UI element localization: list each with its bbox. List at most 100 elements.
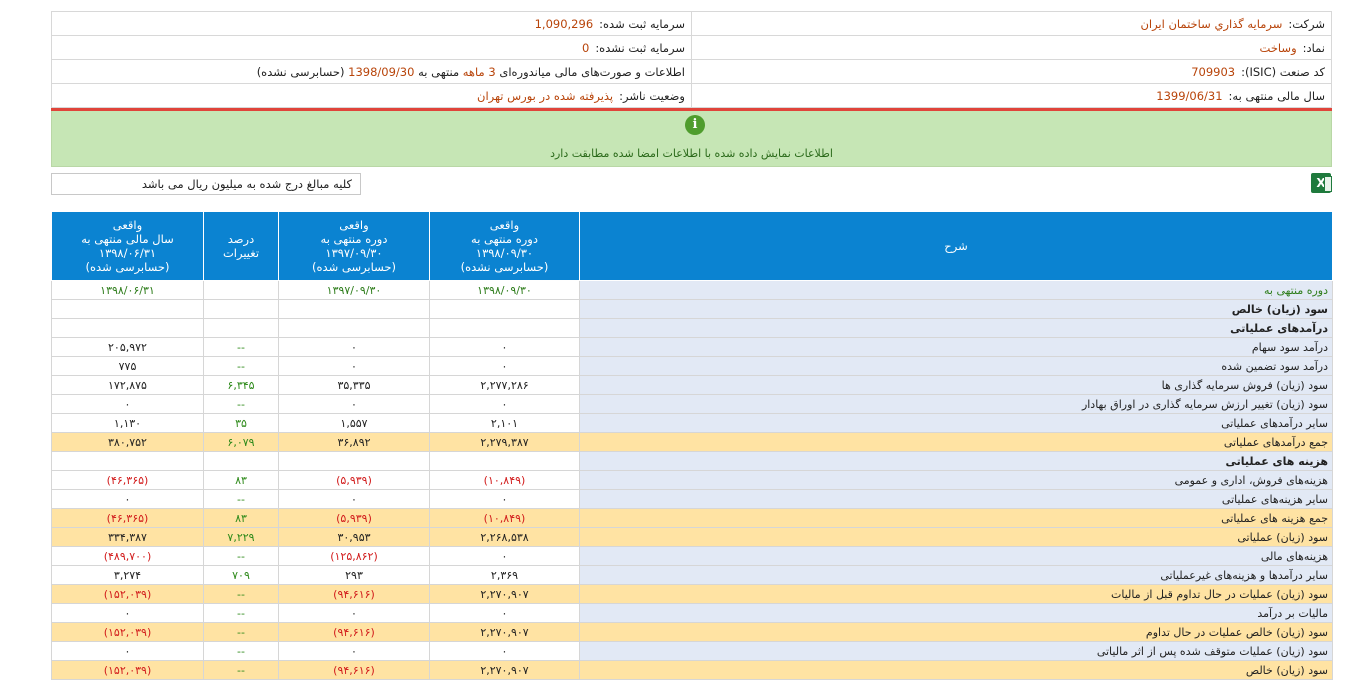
row-value-fiscal-year: ۱,۱۳۰ bbox=[51, 413, 204, 433]
company-name: سرمايه گذاري ساختمان ايران bbox=[1140, 16, 1283, 31]
row-change-percent: -- bbox=[203, 489, 279, 509]
row-description: درآمد سود سهام bbox=[579, 337, 1333, 357]
table-row: جمع هزینه های عملیاتی (۱۰,۸۴۹) (۵,۹۳۹) ۸۳ (۴… bbox=[51, 508, 1333, 528]
row-value-current bbox=[429, 451, 580, 471]
row-change-percent bbox=[203, 318, 279, 338]
registered-capital-label: سرمایه ثبت شده: bbox=[599, 16, 685, 31]
report-description: اطلاعات و صورت‌های مالی میاندوره‌ای 3 ما… bbox=[51, 59, 692, 84]
table-row: سود (زيان) خالص ۲,۲۷۰,۹۰۷ (۹۴,۶۱۶) -- (۱۵۲,۰… bbox=[51, 660, 1333, 680]
row-change-percent: -- bbox=[203, 546, 279, 566]
table-row: جمع درآمدهای عملیاتی ۲,۲۷۹,۳۸۷ ۳۶,۸۹۲ ۶,۰۷۹… bbox=[51, 432, 1333, 452]
symbol-value[interactable]: وساخت bbox=[1259, 40, 1297, 55]
row-value-fiscal-year bbox=[51, 318, 204, 338]
income-statement-table: شرح واقعی دوره منتهی به ۱۳۹۸/۰۹/۳۰ (حسابرسی… bbox=[51, 211, 1333, 680]
row-value-prior bbox=[278, 451, 430, 471]
excel-export-icon[interactable]: X bbox=[1311, 173, 1332, 193]
row-description: سود (زيان) عمليات متوقف شده پس از اثر ما… bbox=[579, 641, 1333, 661]
row-value-current: ۰ bbox=[429, 394, 580, 414]
table-row: ماليات بر درآمد ۰ ۰ -- ۰ bbox=[51, 603, 1333, 623]
row-value-fiscal-year: (۴۶,۳۶۵) bbox=[51, 470, 204, 490]
row-value-fiscal-year: ۰ bbox=[51, 489, 204, 509]
column-header-change-percent[interactable]: درصد تغییرات bbox=[203, 211, 279, 281]
row-description: جمع درآمدهای عملیاتی bbox=[579, 432, 1333, 452]
row-value-fiscal-year: (۱۵۲,۰۳۹) bbox=[51, 584, 204, 604]
row-value-fiscal-year: ۳,۲۷۴ bbox=[51, 565, 204, 585]
row-value-current: ۰ bbox=[429, 356, 580, 376]
row-change-percent: -- bbox=[203, 356, 279, 376]
row-value-prior: (۵,۹۳۹) bbox=[278, 470, 430, 490]
table-row: سود (زيان) عملیاتی ۲,۲۶۸,۵۳۸ ۳۰,۹۵۳ ۷,۲۲۹ ۳۳… bbox=[51, 527, 1333, 547]
registered-capital-value: 1,090,296 bbox=[534, 16, 594, 31]
row-value-prior: (۹۴,۶۱۶) bbox=[278, 622, 430, 642]
row-description: سایر درآمدهای عملیاتی bbox=[579, 413, 1333, 433]
row-value-prior: ۰ bbox=[278, 394, 430, 414]
row-value-fiscal-year: (۴۶,۳۶۵) bbox=[51, 508, 204, 528]
info-icon: i bbox=[685, 115, 705, 135]
row-value-prior bbox=[278, 318, 430, 338]
row-description: دوره منتهی به bbox=[579, 280, 1333, 300]
row-change-percent: -- bbox=[203, 394, 279, 414]
row-value-current: ۰ bbox=[429, 489, 580, 509]
row-value-prior: ۰ bbox=[278, 337, 430, 357]
row-change-percent: -- bbox=[203, 660, 279, 680]
row-value-fiscal-year bbox=[51, 299, 204, 319]
row-description: سود (زيان) خالص bbox=[579, 299, 1333, 319]
row-description: سایر درآمدها و هزینه‌های غیرعملیاتی bbox=[579, 565, 1333, 585]
row-value-fiscal-year bbox=[51, 451, 204, 471]
row-value-fiscal-year: ۲۰۵,۹۷۲ bbox=[51, 337, 204, 357]
row-value-current: ۲,۲۶۸,۵۳۸ bbox=[429, 527, 580, 547]
row-value-current: ۰ bbox=[429, 337, 580, 357]
row-value-prior: ۱۳۹۷/۰۹/۳۰ bbox=[278, 280, 430, 300]
row-description: سایر هزينه‌های عملیاتی bbox=[579, 489, 1333, 509]
row-value-fiscal-year: ۱۷۲,۸۷۵ bbox=[51, 375, 204, 395]
row-value-prior: ۰ bbox=[278, 603, 430, 623]
row-change-percent: ۷,۲۲۹ bbox=[203, 527, 279, 547]
report-mid: منتهی به bbox=[418, 64, 460, 79]
table-row: سایر درآمدهای عملیاتی ۲,۱۰۱ ۱,۵۵۷ ۳۵ ۱,۱۳۰ bbox=[51, 413, 1333, 433]
row-value-current bbox=[429, 299, 580, 319]
column-header-fiscal-year[interactable]: واقعی سال مالی منتهی به ۱۳۹۸/۰۶/۳۱ (حسابرسی… bbox=[51, 211, 204, 281]
row-description: درآمد سود تضمین شده bbox=[579, 356, 1333, 376]
row-value-current: ۰ bbox=[429, 641, 580, 661]
row-description: سود (زيان) عمليات در حال تداوم قبل از ما… bbox=[579, 584, 1333, 604]
row-description: هزینه‌های مالی bbox=[579, 546, 1333, 566]
table-row: سود (زيان) فروش سرمايه گذاری ها ۲,۲۷۷,۲۸۶… bbox=[51, 375, 1333, 395]
row-value-prior: ۳۵,۳۳۵ bbox=[278, 375, 430, 395]
row-value-current: ۰ bbox=[429, 546, 580, 566]
verification-notice: i اطلاعات نمایش داده شده با اطلاعات امضا… bbox=[51, 111, 1332, 167]
row-description: درآمدهای عملیاتی bbox=[579, 318, 1333, 338]
row-value-prior: ۳۰,۹۵۳ bbox=[278, 527, 430, 547]
row-change-percent: -- bbox=[203, 584, 279, 604]
row-value-prior: (۹۴,۶۱۶) bbox=[278, 660, 430, 680]
row-value-current bbox=[429, 318, 580, 338]
column-header-prior-period[interactable]: واقعی دوره منتهی به ۱۳۹۷/۰۹/۳۰ (حسابرسی شده… bbox=[278, 211, 430, 281]
table-row: سایر درآمدها و هزینه‌های غیرعملیاتی ۲,۳۶۹… bbox=[51, 565, 1333, 585]
table-row: درآمدهای عملیاتی bbox=[51, 318, 1333, 338]
row-value-current: ۲,۲۷۷,۲۸۶ bbox=[429, 375, 580, 395]
row-value-prior: ۱,۵۵۷ bbox=[278, 413, 430, 433]
row-value-current: ۲,۲۷۰,۹۰۷ bbox=[429, 584, 580, 604]
row-description: سود (زيان) خالص bbox=[579, 660, 1333, 680]
table-row: سود (زيان) عمليات متوقف شده پس از اثر ما… bbox=[51, 641, 1333, 661]
company-info-table: شرکت: سرمايه گذاري ساختمان ايران سرمایه ث… bbox=[51, 11, 1332, 108]
fiscal-year-value: 1399/06/31 bbox=[1156, 88, 1223, 103]
row-description: ماليات بر درآمد bbox=[579, 603, 1333, 623]
column-header-description[interactable]: شرح bbox=[579, 211, 1333, 281]
row-value-current: ۲,۲۷۰,۹۰۷ bbox=[429, 660, 580, 680]
row-value-prior: (۵,۹۳۹) bbox=[278, 508, 430, 528]
status-value: پذیرفته شده در بورس تهران bbox=[477, 88, 614, 103]
row-change-percent: ۷۰۹ bbox=[203, 565, 279, 585]
row-change-percent: ۳۵ bbox=[203, 413, 279, 433]
row-value-current: (۱۰,۸۴۹) bbox=[429, 470, 580, 490]
table-row: درآمد سود سهام ۰ ۰ -- ۲۰۵,۹۷۲ bbox=[51, 337, 1333, 357]
row-value-current: (۱۰,۸۴۹) bbox=[429, 508, 580, 528]
row-value-prior: (۹۴,۶۱۶) bbox=[278, 584, 430, 604]
table-row: هزينه‌های فروش، اداری و عمومی (۱۰,۸۴۹) (۵,… bbox=[51, 470, 1333, 490]
row-value-prior: ۲۹۳ bbox=[278, 565, 430, 585]
row-value-prior: (۱۲۵,۸۶۲) bbox=[278, 546, 430, 566]
row-value-fiscal-year: (۱۵۲,۰۳۹) bbox=[51, 660, 204, 680]
column-header-current-period[interactable]: واقعی دوره منتهی به ۱۳۹۸/۰۹/۳۰ (حسابرسی نشد… bbox=[429, 211, 580, 281]
row-change-percent: -- bbox=[203, 622, 279, 642]
isic-value: 709903 bbox=[1191, 64, 1236, 79]
row-value-fiscal-year: (۴۸۹,۷۰۰) bbox=[51, 546, 204, 566]
